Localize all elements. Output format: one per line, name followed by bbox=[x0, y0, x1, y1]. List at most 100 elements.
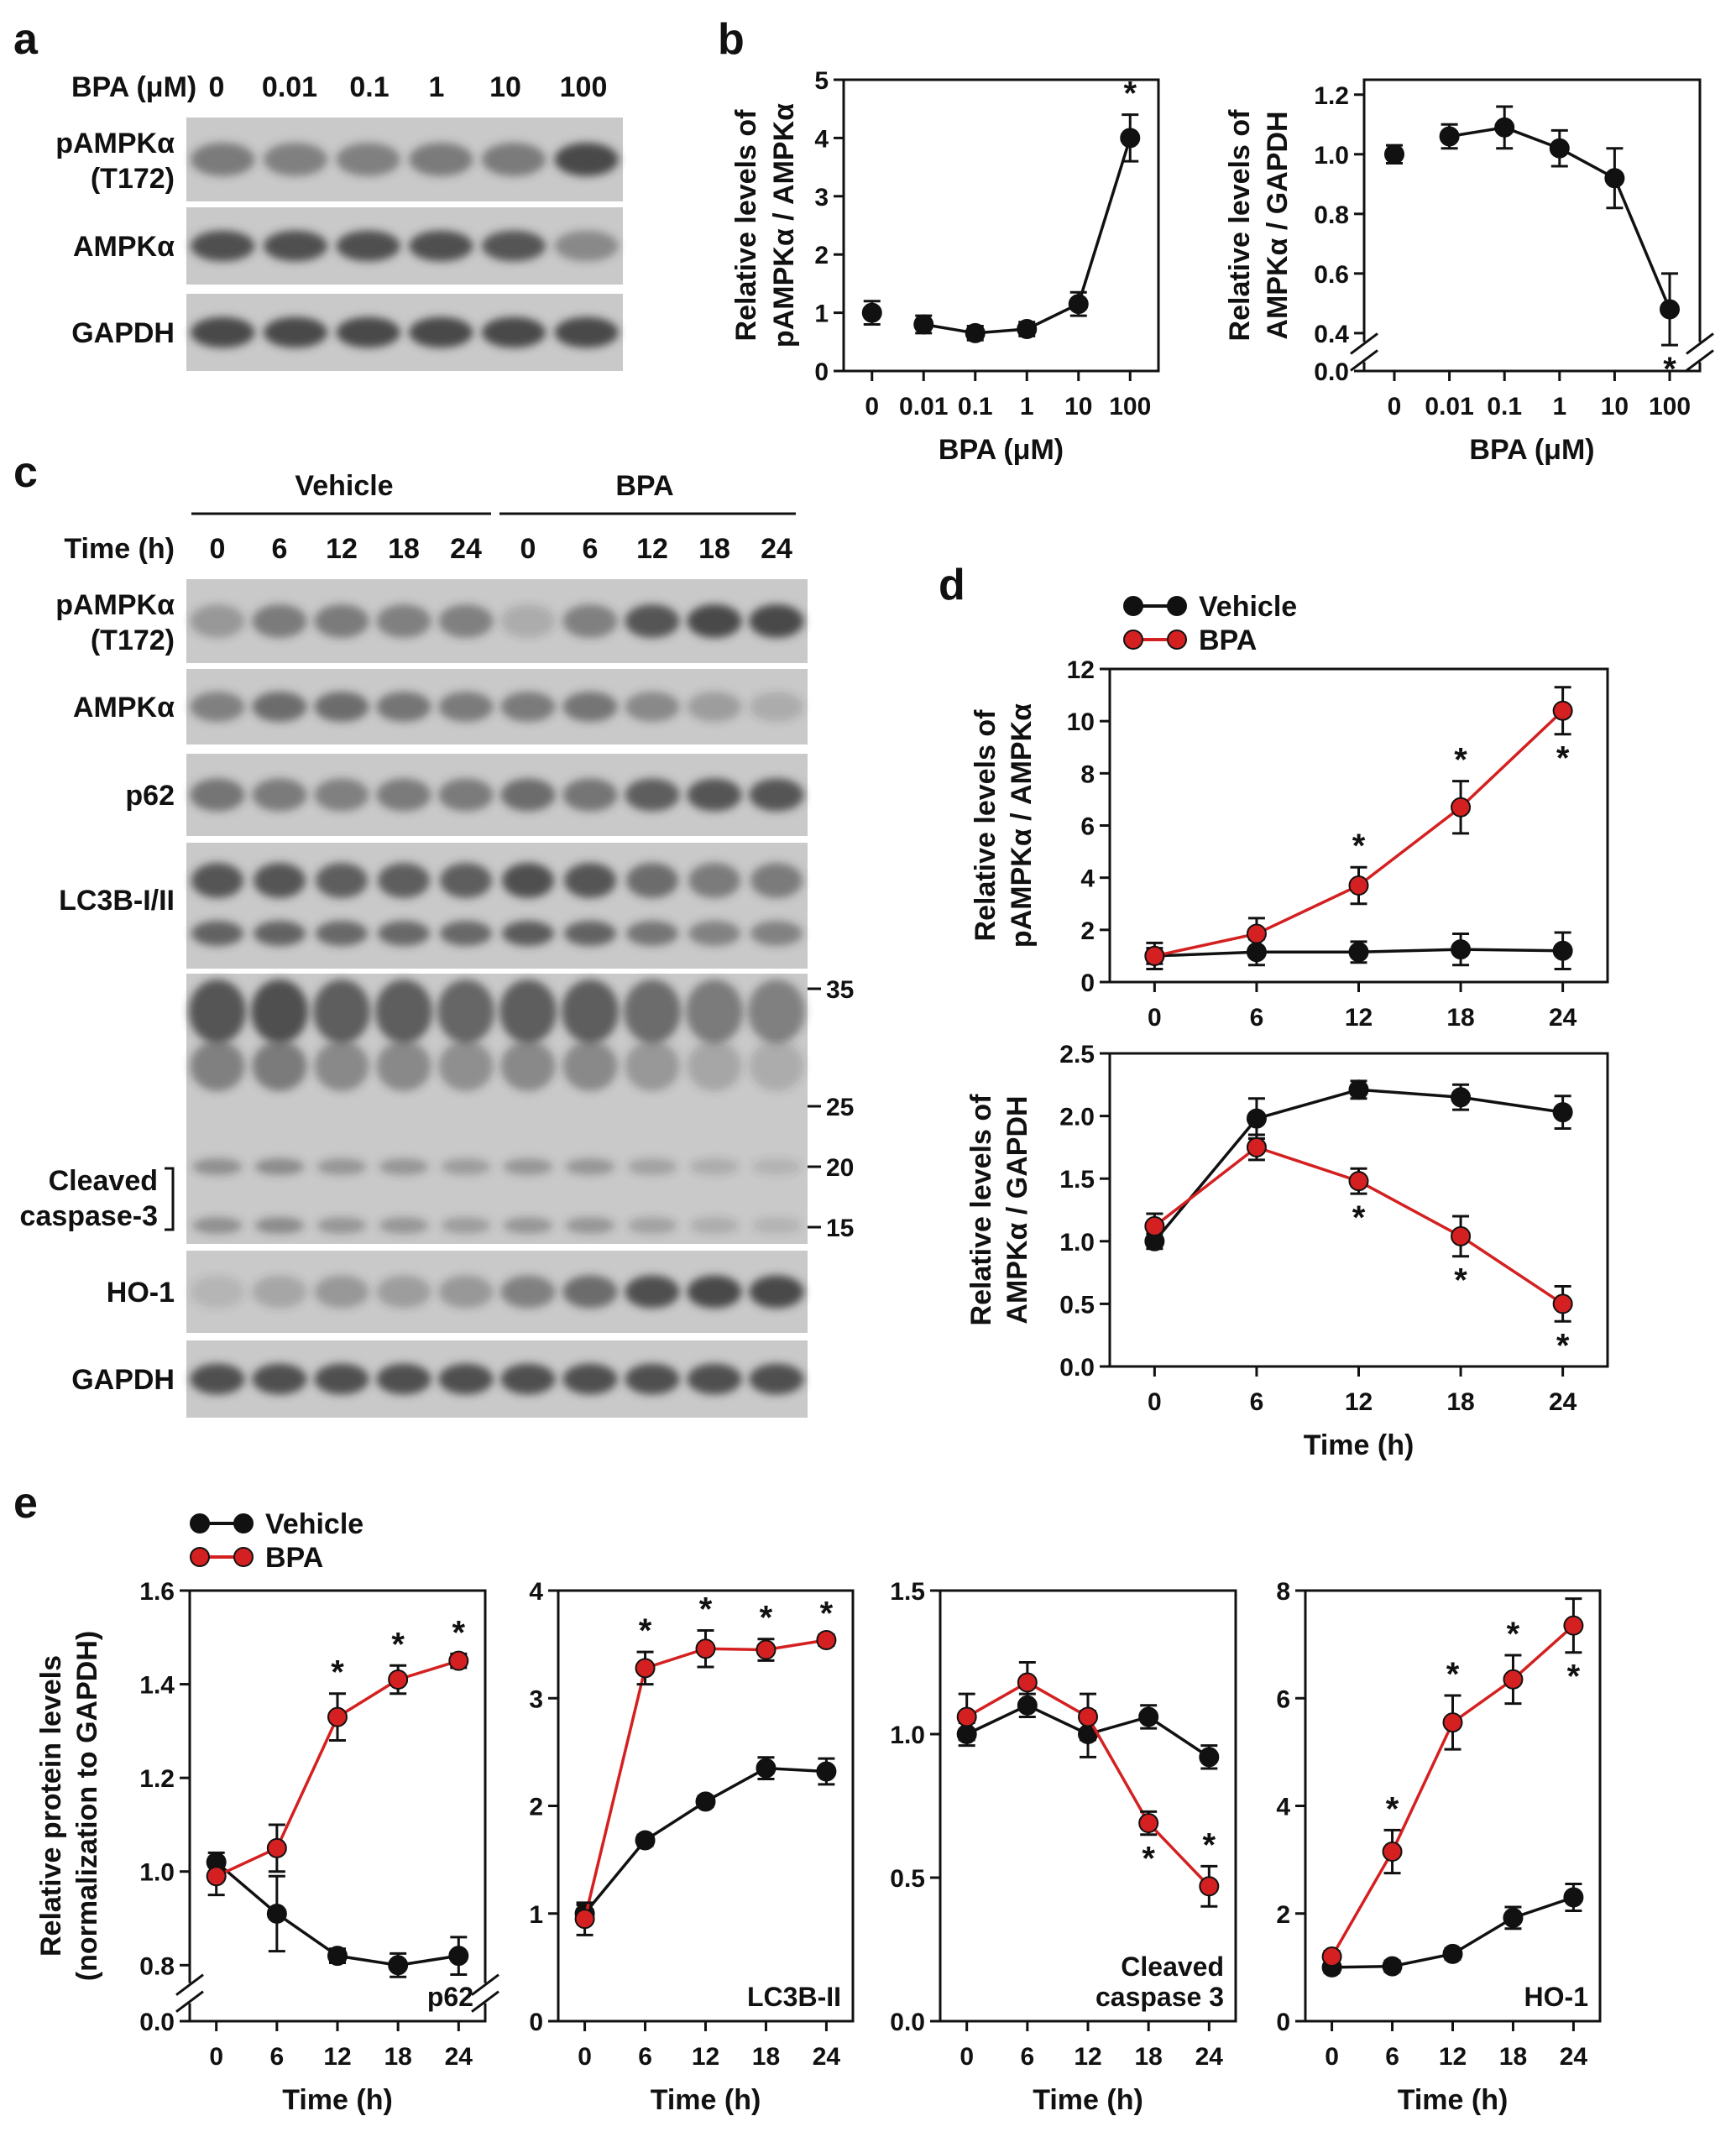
blot-c-row-band bbox=[190, 1041, 245, 1091]
blot-a-row-band bbox=[554, 143, 619, 176]
blot-a-row-band bbox=[263, 143, 328, 176]
data-point-BPA bbox=[1246, 923, 1267, 944]
plot-frame bbox=[1362, 78, 1702, 373]
data-point-BPA bbox=[1563, 1615, 1584, 1636]
blot-c-row-band bbox=[188, 980, 247, 1043]
y-tick-label: 3 bbox=[814, 184, 829, 212]
y-tick-label: 0.8 bbox=[1314, 201, 1349, 229]
blot-a-row-band bbox=[191, 230, 255, 262]
blot-c-row-band bbox=[625, 1041, 680, 1091]
x-tick-label: 0 bbox=[1148, 1388, 1162, 1416]
x-tick-label: 6 bbox=[638, 2043, 652, 2071]
panel-inner-label: p62 bbox=[427, 1982, 473, 2012]
blot-c-time-header: Time (h) bbox=[64, 533, 175, 565]
blot-c-row-band bbox=[191, 863, 244, 898]
data-point-Vehicle bbox=[1552, 940, 1573, 961]
data-point-BPA bbox=[1552, 1293, 1573, 1314]
blot-c-row-band bbox=[191, 921, 244, 946]
panel-letter-c: c bbox=[13, 448, 38, 497]
blot-a-row-band bbox=[263, 316, 328, 348]
blot-a-row-band bbox=[481, 143, 546, 176]
panel-inner-label: LC3B-II bbox=[747, 1982, 841, 2012]
chart-b2: 0.0 0.4 0.6 0.8 1.0 1.2 0 0.01 0.1 1 10 100 BPA (μM)… bbox=[1224, 78, 1714, 466]
blot-c-row-band bbox=[254, 1217, 305, 1234]
legend-marker-vehicle bbox=[233, 1513, 254, 1534]
y-tick-label: 4 bbox=[814, 125, 829, 153]
data-point-BPA bbox=[816, 1629, 837, 1650]
data-point-Vehicle bbox=[1552, 1102, 1573, 1123]
data-point-BPA bbox=[574, 1909, 595, 1930]
blot-a-row-band bbox=[554, 316, 619, 348]
blot-c-lane-label: 6 bbox=[272, 533, 288, 565]
y-tick-label: 1.2 bbox=[1314, 82, 1349, 110]
panel-letter-e: e bbox=[13, 1479, 38, 1528]
x-axis-label: Time (h) bbox=[1304, 1429, 1414, 1461]
significance-star: * bbox=[760, 1600, 773, 1637]
data-point-Vehicle bbox=[1503, 1907, 1524, 1928]
y-tick-label: 1.0 bbox=[890, 1722, 925, 1749]
blot-c-row-band bbox=[500, 692, 556, 722]
significance-star: * bbox=[1454, 742, 1467, 779]
blot-c-row-band bbox=[563, 863, 617, 898]
blot-c-row-band bbox=[627, 1217, 677, 1234]
blot-c-row-band bbox=[379, 1158, 429, 1175]
data-point-BPA bbox=[1382, 1842, 1403, 1863]
x-tick-label: 6 bbox=[1385, 2043, 1399, 2071]
data-point-BPA bbox=[1199, 1876, 1220, 1897]
mw-marker-label: 15 bbox=[826, 1215, 854, 1242]
blot-c-row-band bbox=[687, 692, 742, 722]
blot-a-row-band bbox=[481, 230, 546, 262]
data-point-BPA bbox=[965, 322, 986, 343]
blot-c-row-band bbox=[376, 692, 431, 722]
x-axis-label: Time (h) bbox=[651, 2084, 761, 2116]
blot-c-group-bpa: BPA bbox=[615, 470, 673, 502]
axis-break-mark bbox=[471, 1973, 499, 1996]
y-tick-label: 8 bbox=[1276, 1578, 1290, 1606]
blot-c-row-band bbox=[562, 604, 618, 638]
blot-a-row-band bbox=[336, 143, 400, 176]
axis-break-mark bbox=[471, 1990, 499, 2013]
y-tick-label: 0.0 bbox=[1314, 358, 1349, 386]
data-point-BPA bbox=[1660, 299, 1680, 320]
axis-break-mark bbox=[1350, 332, 1378, 355]
blot-a-lane-label: 100 bbox=[560, 71, 608, 103]
legend-marker-bpa bbox=[1167, 630, 1187, 650]
axis-break-mark bbox=[1686, 332, 1714, 355]
blot-c-row-label: GAPDH bbox=[71, 1364, 175, 1396]
legend-marker-bpa bbox=[233, 1547, 254, 1567]
blot-c-row-band bbox=[625, 1363, 680, 1395]
data-point-BPA bbox=[1120, 128, 1141, 149]
blot-c-row-band bbox=[562, 1041, 618, 1091]
blot-c-row-band bbox=[625, 692, 680, 722]
y-tick-label: 0.6 bbox=[1314, 261, 1349, 289]
blot-c-row-band bbox=[688, 863, 741, 898]
data-point-BPA bbox=[1017, 1672, 1038, 1693]
mw-marker-label: 20 bbox=[826, 1154, 854, 1182]
blot-c-row-band bbox=[747, 980, 806, 1043]
blot-c-row-band bbox=[190, 778, 245, 812]
blot-c-lane-label: 24 bbox=[450, 533, 482, 565]
y-tick-label: 1 bbox=[814, 300, 829, 328]
legend-marker-vehicle bbox=[1167, 596, 1187, 616]
x-tick-label: 1 bbox=[1552, 393, 1566, 421]
blot-c-row-band bbox=[501, 863, 555, 898]
blot-c-row-band bbox=[685, 980, 744, 1043]
blot-c-row-band bbox=[625, 921, 679, 946]
blot-c-row-band bbox=[441, 1158, 491, 1175]
blot-c-row-band bbox=[376, 604, 431, 638]
blot-c-row-band bbox=[437, 980, 495, 1043]
blot-a-lane-label: 0.1 bbox=[349, 71, 389, 103]
data-point-BPA bbox=[1348, 875, 1369, 896]
blot-c-row-band bbox=[749, 1363, 804, 1395]
blot-c-row-band bbox=[253, 863, 306, 898]
blot-c-row-band bbox=[438, 1363, 494, 1395]
legend-marker-bpa bbox=[1123, 630, 1143, 650]
blot-c-lane-label: 0 bbox=[520, 533, 536, 565]
y-axis-label-line1: Relative levels of bbox=[965, 1094, 997, 1326]
x-tick-label: 6 bbox=[269, 2043, 284, 2071]
axis-break-gap bbox=[180, 1983, 200, 2004]
blot-a-row-strip bbox=[186, 294, 623, 371]
blot-c-row-band bbox=[252, 1363, 307, 1395]
data-point-Vehicle bbox=[388, 1955, 409, 1976]
